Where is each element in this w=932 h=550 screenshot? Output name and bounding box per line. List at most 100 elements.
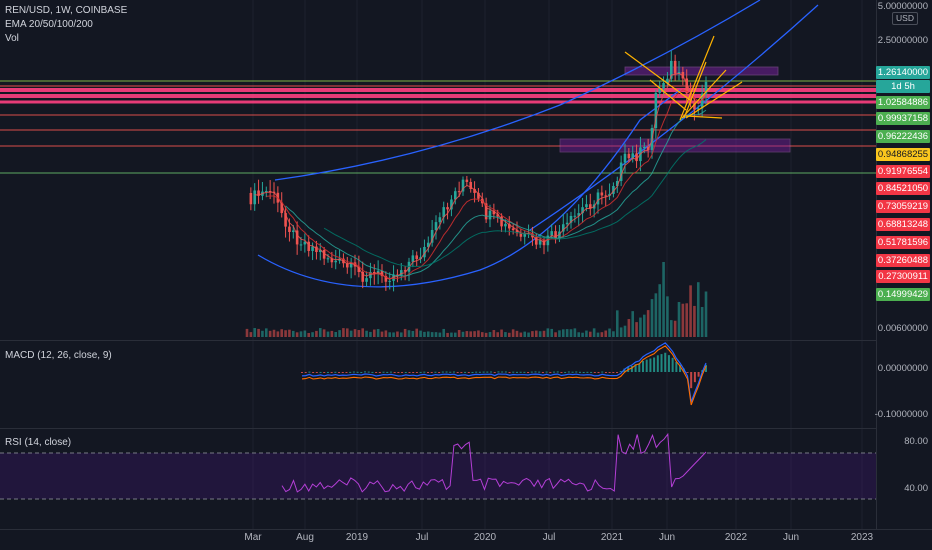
volume-bar: [280, 329, 284, 337]
volume-bar: [396, 331, 399, 337]
candle-body: [635, 153, 638, 162]
candle-body: [392, 274, 395, 281]
fan-annotation: [681, 69, 727, 119]
candle-body: [507, 223, 511, 229]
macd-histogram-bar: [616, 372, 619, 373]
volume-bar: [365, 330, 368, 337]
volume-bar: [554, 332, 557, 337]
macd-histogram-bar: [601, 371, 604, 373]
macd-histogram-bar: [445, 371, 448, 373]
macd-histogram-bar: [608, 372, 611, 373]
fan-annotation: [624, 51, 691, 101]
volume-bar: [457, 330, 461, 337]
candle-body: [519, 233, 523, 237]
macd-histogram-bar: [527, 372, 530, 373]
macd-histogram-bar: [612, 372, 615, 373]
price-tag[interactable]: 0.51781596: [876, 236, 930, 249]
price-tag[interactable]: 0.73059219: [876, 200, 930, 213]
macd-histogram-bar: [679, 364, 682, 372]
volume-bar: [596, 332, 600, 337]
candle-body: [446, 207, 449, 210]
candle-body: [388, 280, 392, 282]
volume-bar: [442, 328, 446, 337]
price-tag[interactable]: 0.91976554: [876, 165, 930, 178]
volume-bar: [619, 327, 623, 337]
price-tag[interactable]: 0.96222436: [876, 130, 930, 143]
volume-bar: [480, 332, 484, 337]
time-axis-label: Aug: [296, 532, 314, 543]
candle-body: [504, 223, 507, 227]
volume-bar: [438, 332, 442, 337]
volume-bar: [345, 328, 349, 337]
pane-separator-rsi[interactable]: [0, 428, 876, 429]
macd-histogram-bar: [467, 372, 470, 373]
volume-bar: [673, 320, 677, 337]
candle-body: [453, 191, 457, 200]
volume-bar: [349, 330, 353, 337]
volume-bar: [342, 328, 345, 337]
candle-body: [334, 260, 338, 263]
price-tag[interactable]: 0.68813248: [876, 218, 930, 231]
volume-bar: [253, 328, 257, 337]
volume-bar: [585, 330, 588, 337]
macd-histogram-bar: [545, 371, 548, 373]
volume-bar: [662, 262, 665, 337]
macd-signal-line: [301, 345, 707, 406]
volume-bar: [627, 319, 631, 337]
price-tag[interactable]: 0.37260488: [876, 254, 930, 267]
macd-histogram-bar: [590, 371, 593, 373]
pane-separator-macd[interactable]: [0, 340, 876, 341]
price-tag[interactable]: 0.27300911: [876, 270, 930, 283]
volume-bar: [268, 330, 272, 337]
time-axis-label: 2019: [345, 532, 369, 543]
price-tag[interactable]: 0.84521050: [876, 182, 930, 195]
macd-legend[interactable]: MACD (12, 26, close, 9): [5, 350, 112, 361]
currency-badge[interactable]: USD: [892, 12, 918, 25]
macd-histogram-bar: [471, 371, 474, 373]
price-tag[interactable]: 1.02584886: [876, 96, 930, 109]
candle-body: [288, 226, 291, 232]
candle-body: [658, 88, 662, 93]
cup-curve: [257, 89, 681, 288]
macd-histogram-bar: [705, 364, 707, 372]
volume-bar: [473, 331, 476, 337]
candle-body: [257, 190, 260, 196]
macd-scale-label: 0.00000000: [877, 363, 928, 374]
macd-histogram-bar: [645, 359, 648, 372]
macd-histogram-bar: [401, 372, 404, 373]
price-tag[interactable]: 1.26140000: [876, 66, 930, 79]
price-tag[interactable]: 0.94868255: [876, 148, 930, 161]
volume-bar: [623, 325, 627, 337]
macd-histogram-bar: [312, 372, 315, 373]
price-tag[interactable]: 1d 5h: [876, 80, 930, 93]
time-axis-label: Mar: [244, 532, 262, 543]
macd-histogram-bar: [575, 371, 578, 373]
volume-bar: [650, 299, 654, 337]
candle-body: [426, 242, 430, 247]
macd-histogram-bar: [456, 372, 459, 373]
volume-bar: [288, 329, 291, 337]
volume-bar: [615, 310, 619, 337]
price-tag[interactable]: 0.99937158: [876, 112, 930, 125]
volume-bar: [658, 284, 662, 337]
candle-body: [299, 244, 303, 246]
volume-bar: [704, 291, 708, 337]
macd-histogram-bar: [675, 361, 678, 372]
price-tag[interactable]: 0.14999429: [876, 288, 930, 301]
candle-body: [554, 231, 557, 239]
candle-body: [318, 250, 322, 253]
volume-bar: [500, 329, 503, 337]
ema-legend[interactable]: EMA 20/50/100/200: [5, 19, 93, 30]
candle-body: [627, 153, 631, 159]
volume-bar: [380, 331, 384, 337]
volume-bar: [415, 328, 419, 337]
fan-annotation: [683, 61, 707, 119]
rsi-legend[interactable]: RSI (14, close): [5, 437, 72, 448]
candle-body: [523, 233, 527, 237]
candle-body: [357, 266, 361, 273]
vol-legend[interactable]: Vol: [5, 33, 19, 44]
macd-histogram-bar: [541, 372, 544, 373]
symbol-legend[interactable]: REN/USD, 1W, COINBASE: [5, 5, 128, 16]
rsi-scale-label: 80.00: [904, 436, 928, 447]
